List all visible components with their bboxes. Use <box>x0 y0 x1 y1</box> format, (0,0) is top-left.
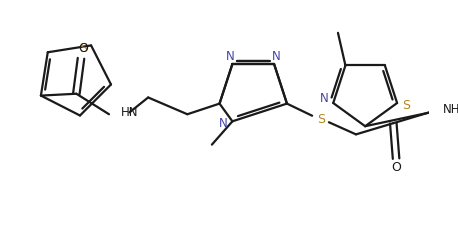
Text: O: O <box>391 161 401 174</box>
Text: N: N <box>219 117 228 130</box>
Text: S: S <box>317 113 326 126</box>
Text: O: O <box>78 43 88 55</box>
Text: HN: HN <box>121 106 139 119</box>
Text: S: S <box>403 99 410 112</box>
Text: N: N <box>226 50 235 63</box>
Text: N: N <box>272 50 280 63</box>
Text: N: N <box>320 92 328 105</box>
Text: S: S <box>80 42 87 55</box>
Text: NH: NH <box>443 103 458 116</box>
